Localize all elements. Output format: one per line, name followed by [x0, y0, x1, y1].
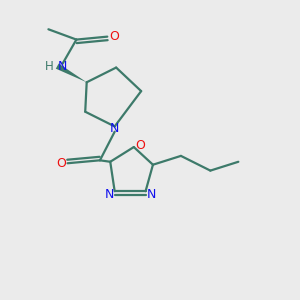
Text: O: O — [56, 157, 66, 170]
Text: O: O — [109, 30, 119, 43]
Text: N: N — [58, 60, 67, 73]
Text: N: N — [105, 188, 114, 201]
Text: N: N — [147, 188, 156, 201]
Polygon shape — [56, 64, 87, 82]
Text: H: H — [45, 60, 53, 73]
Text: N: N — [110, 122, 119, 135]
Text: O: O — [135, 139, 145, 152]
